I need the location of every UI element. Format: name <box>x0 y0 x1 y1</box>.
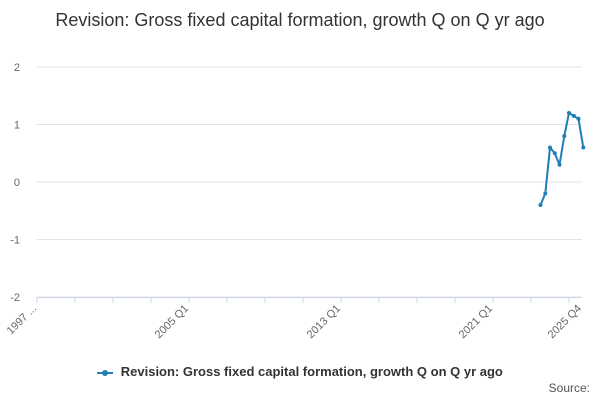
data-point[interactable] <box>557 162 562 167</box>
y-tick-label: 0 <box>14 177 20 189</box>
data-point[interactable] <box>562 134 567 138</box>
y-tick-label: 2 <box>14 62 20 74</box>
data-point[interactable] <box>548 145 552 150</box>
x-tick-label: 2021 Q1 <box>457 303 495 341</box>
chart-title: Revision: Gross fixed capital formation,… <box>55 10 545 30</box>
source-label: Source: <box>548 381 590 395</box>
data-point[interactable] <box>581 145 586 150</box>
y-axis: 2 1 0 -1 -2 <box>10 62 20 304</box>
legend[interactable]: Revision: Gross fixed capital formation,… <box>0 364 600 379</box>
data-point[interactable] <box>576 116 581 121</box>
y-tick-label: -2 <box>10 292 20 304</box>
x-tick-label: 2005 Q1 <box>153 303 191 341</box>
data-point[interactable] <box>567 111 571 115</box>
data-point[interactable] <box>571 113 576 118</box>
legend-label: Revision: Gross fixed capital formation,… <box>120 364 503 379</box>
data-point[interactable] <box>543 191 548 196</box>
data-point[interactable] <box>552 151 557 156</box>
series-layer <box>538 111 586 207</box>
x-axis: 1997 ... 2005 Q1 2013 Q1 2021 Q1 2025 Q4 <box>5 297 584 341</box>
y-tick-label: -1 <box>10 235 20 247</box>
legend-line-marker-icon <box>97 369 114 376</box>
series-line[interactable] <box>539 112 585 206</box>
grid-lines <box>37 66 582 298</box>
data-point[interactable] <box>538 203 543 207</box>
x-tick-label: 2025 Q4 <box>546 303 584 341</box>
x-tick-label: 1997 ... <box>5 303 39 337</box>
x-tick-label: 2013 Q1 <box>305 303 343 341</box>
y-tick-label: 1 <box>14 120 20 132</box>
